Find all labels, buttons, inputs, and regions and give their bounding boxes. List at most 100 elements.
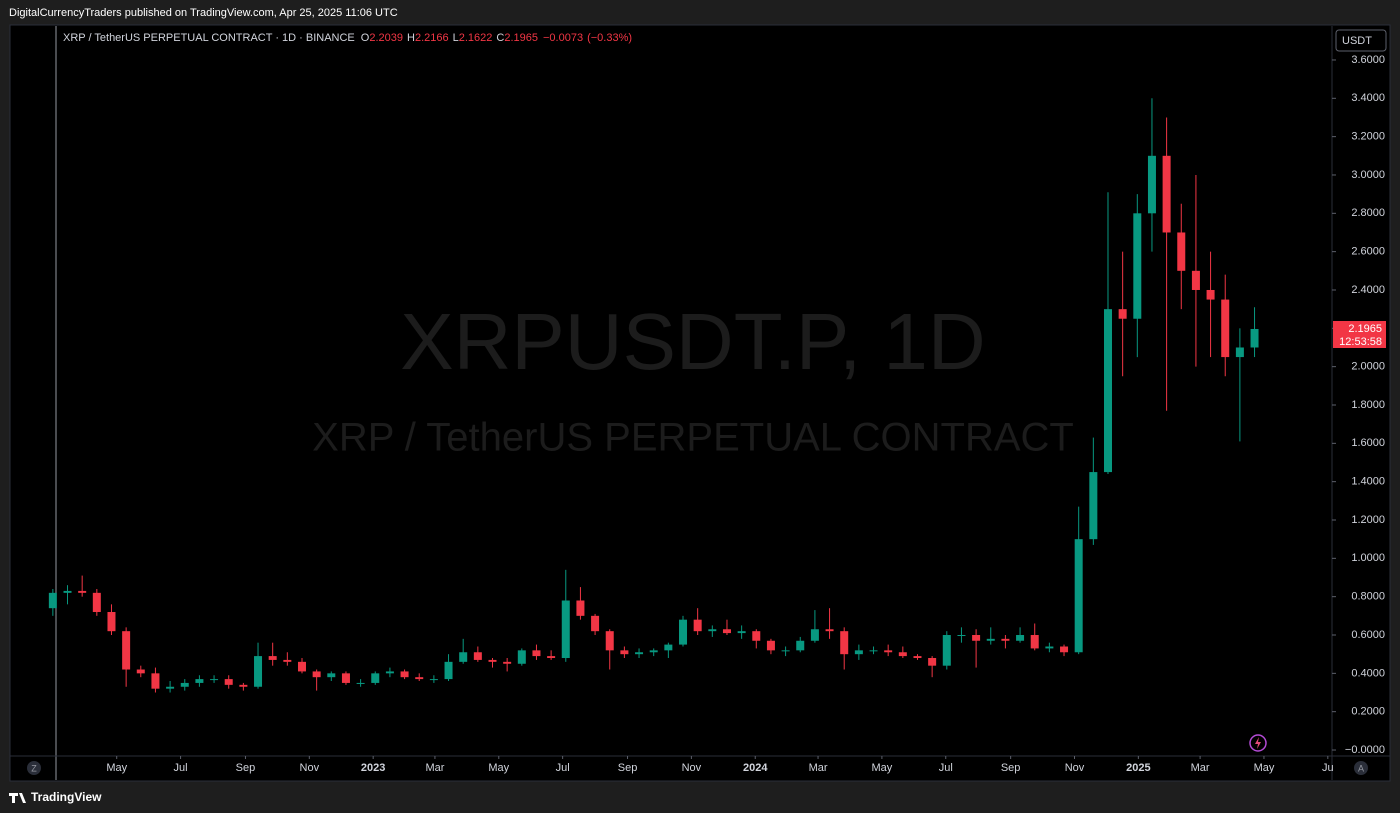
candle-body: [268, 656, 277, 660]
candle-body: [210, 679, 219, 681]
candle-body: [136, 669, 145, 674]
y-tick-label: 1.4000: [1351, 476, 1385, 488]
candle-body: [1221, 299, 1230, 358]
candle-body: [664, 644, 673, 651]
candle-body: [928, 658, 937, 666]
candle-body: [341, 673, 350, 683]
candle-body: [78, 590, 87, 593]
x-tick-label: Mar: [1191, 762, 1210, 774]
y-tick-label: 2.0000: [1351, 361, 1385, 373]
candle-body: [63, 590, 72, 593]
x-tick-label: May: [488, 762, 509, 774]
candle-body: [679, 619, 688, 645]
x-tick-label: Jul: [174, 762, 188, 774]
x-tick-label: 2023: [361, 762, 385, 774]
y-tick-label: 0.4000: [1351, 667, 1385, 679]
candle-body: [1206, 289, 1215, 300]
candle-body: [254, 656, 263, 687]
ohlc-key: H: [407, 32, 415, 44]
candle-body: [1089, 472, 1098, 540]
x-tick-label: Ju: [1322, 762, 1334, 774]
auto-label[interactable]: A: [1358, 763, 1364, 773]
lightning-bolt: [1255, 737, 1261, 749]
y-tick-label: 1.2000: [1351, 514, 1385, 526]
candle-body: [532, 650, 541, 657]
candle-body: [180, 682, 189, 687]
candle-body: [1001, 638, 1010, 641]
x-tick-label: 2024: [743, 762, 768, 774]
candle-body: [1060, 646, 1069, 653]
candle-body: [957, 635, 966, 637]
candle-body: [429, 679, 438, 681]
change: −0.0073: [543, 32, 583, 44]
candle-body: [224, 679, 233, 685]
candle-body: [283, 659, 292, 662]
candle-body: [517, 650, 526, 664]
y-tick-label: 2.4000: [1351, 284, 1385, 296]
lightning-icon[interactable]: [1249, 734, 1267, 752]
y-tick-label: 3.0000: [1351, 169, 1385, 181]
x-tick-label: Sep: [618, 762, 638, 774]
candle-body: [605, 631, 614, 651]
candle-body: [854, 650, 863, 655]
y-tick-label: 0.6000: [1351, 629, 1385, 641]
candle-body: [1250, 328, 1259, 348]
candle-body: [869, 650, 878, 652]
price-tag: [1333, 320, 1386, 348]
x-tick-label: May: [106, 762, 127, 774]
candle-body: [708, 629, 717, 632]
candle-body: [1045, 646, 1054, 649]
x-tick-label: May: [872, 762, 893, 774]
candle-body: [561, 600, 570, 659]
y-tick-label: 0.8000: [1351, 591, 1385, 603]
candle-body: [385, 671, 394, 674]
candle-body: [48, 592, 57, 609]
x-tick-label: Jul: [939, 762, 953, 774]
z-button[interactable]: [27, 761, 41, 775]
x-tick-label: May: [1254, 762, 1275, 774]
y-tick-label: −0.0000: [1345, 744, 1385, 756]
candle-body: [547, 656, 556, 659]
price-tag-value: 2.1965: [1348, 323, 1382, 335]
candle-body: [766, 640, 775, 651]
candle-body: [1118, 309, 1127, 319]
z-label[interactable]: Z: [31, 763, 37, 773]
candle-body: [473, 652, 482, 660]
candle-body: [1147, 155, 1156, 214]
publisher-line: DigitalCurrencyTraders published on Trad…: [9, 7, 398, 19]
candle-body: [1074, 539, 1083, 653]
candle-body: [649, 650, 658, 653]
candle-body: [884, 650, 893, 653]
candle-body: [444, 661, 453, 680]
ohlc-value: 2.1965: [504, 32, 538, 44]
candle-body: [1162, 155, 1171, 233]
candle-body: [371, 673, 380, 683]
currency-button[interactable]: [1335, 29, 1387, 52]
candle-body: [459, 652, 468, 662]
tv-logo: [9, 793, 26, 803]
currency[interactable]: USDT: [1342, 35, 1372, 47]
x-tick-label: Mar: [809, 762, 828, 774]
candle-body: [972, 635, 981, 641]
x-tick-label: Sep: [236, 762, 256, 774]
candle-body: [151, 673, 160, 689]
candle-body: [107, 612, 116, 632]
auto-button[interactable]: [1354, 761, 1368, 775]
x-tick-label: 2025: [1126, 762, 1150, 774]
plot: [48, 98, 1259, 693]
y-tick-label: 1.8000: [1351, 399, 1385, 411]
candle-body: [312, 671, 321, 678]
legend-title: XRP / TetherUS PERPETUAL CONTRACT · 1D ·…: [63, 32, 355, 44]
y-tick-label: 0.2000: [1351, 706, 1385, 718]
ohlc-value: 2.1622: [459, 32, 493, 44]
ohlc-key: L: [453, 32, 459, 44]
candle-body: [576, 600, 585, 616]
candle-body: [488, 659, 497, 662]
ohlc-legend: XRP / TetherUS PERPETUAL CONTRACT · 1D ·…: [63, 32, 632, 44]
candle-body: [1177, 232, 1186, 271]
candle-body: [503, 661, 512, 664]
y-tick-label: 3.4000: [1351, 92, 1385, 104]
candle-body: [122, 631, 131, 670]
candle-body: [1133, 213, 1142, 319]
